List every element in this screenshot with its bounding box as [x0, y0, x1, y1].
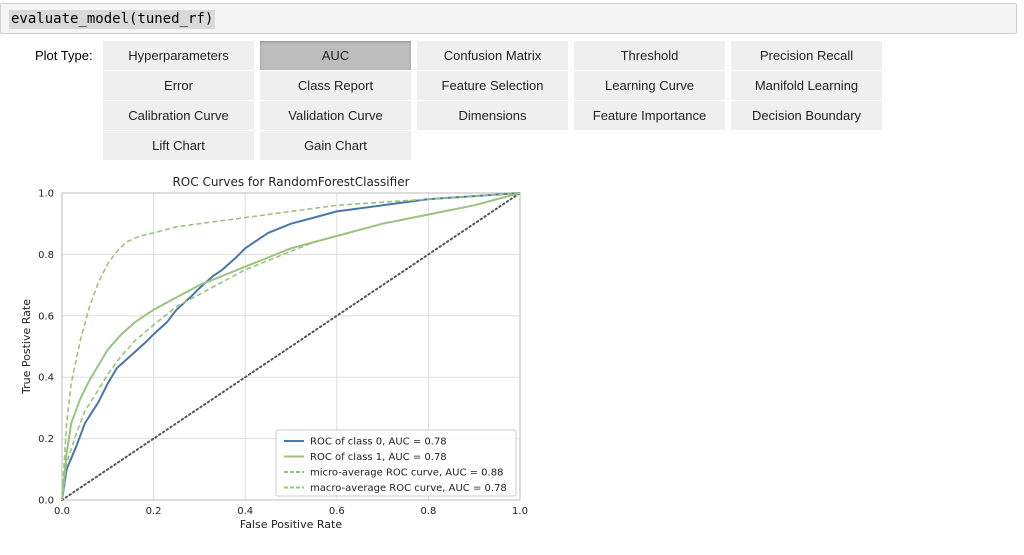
x-tick-label: 0.4 — [237, 506, 253, 517]
code-cell[interactable]: evaluate_model(tuned_rf) — [0, 3, 1017, 34]
plot-type-button-lift-chart[interactable]: Lift Chart — [103, 131, 254, 160]
plot-type-button-class-report[interactable]: Class Report — [260, 71, 411, 100]
plot-type-button-hyperparameters[interactable]: Hyperparameters — [103, 41, 254, 70]
plot-frame — [61, 192, 521, 501]
plot-type-button-decision-boundary[interactable]: Decision Boundary — [731, 101, 882, 130]
legend-item-class-0: ROC of class 0, AUC = 0.78 — [310, 437, 447, 448]
plot-type-button-dimensions[interactable]: Dimensions — [417, 101, 568, 130]
macro-average-roc-line — [61, 192, 521, 501]
legend-item-micro-average: micro-average ROC curve, AUC = 0.88 — [310, 468, 503, 479]
x-tick-label: 0.0 — [54, 506, 70, 517]
plot-type-button-confusion-matrix[interactable]: Confusion Matrix — [417, 41, 568, 70]
plot-type-button-manifold-learning[interactable]: Manifold Learning — [731, 71, 882, 100]
plot-type-button-learning-curve[interactable]: Learning Curve — [574, 71, 725, 100]
legend-box — [275, 429, 517, 497]
plot-type-button-auc[interactable]: AUC — [260, 41, 411, 70]
micro-average-roc-line — [61, 192, 521, 501]
plot-type-button-error[interactable]: Error — [103, 71, 254, 100]
plot-type-button-precision-recall[interactable]: Precision Recall — [731, 41, 882, 70]
plot-type-button-gain-chart[interactable]: Gain Chart — [260, 131, 411, 160]
plot-type-button-feature-selection[interactable]: Feature Selection — [417, 71, 568, 100]
legend-item-class-1: ROC of class 1, AUC = 0.78 — [310, 452, 447, 463]
y-tick-label: 0.8 — [38, 250, 54, 261]
x-tick-label: 1.0 — [512, 506, 528, 517]
y-tick-label: 0.6 — [38, 311, 54, 322]
chance-diagonal-line — [61, 192, 521, 501]
x-tick-label: 0.8 — [420, 506, 436, 517]
plot-type-button-calibration-curve[interactable]: Calibration Curve — [103, 101, 254, 130]
y-tick-label: 0.0 — [38, 496, 54, 507]
legend-item-macro-average: macro-average ROC curve, AUC = 0.78 — [310, 483, 507, 494]
chart-title: ROC Curves for RandomForestClassifier — [172, 175, 409, 189]
code-input[interactable]: evaluate_model(tuned_rf) — [9, 10, 216, 29]
y-tick-label: 1.0 — [38, 189, 54, 200]
y-tick-label: 0.2 — [38, 434, 54, 445]
y-axis-title: True Postive Rate — [20, 299, 33, 395]
plot-type-button-validation-curve[interactable]: Validation Curve — [260, 101, 411, 130]
x-tick-label: 0.6 — [329, 506, 345, 517]
x-tick-label: 0.2 — [146, 506, 162, 517]
y-tick-label: 0.4 — [38, 373, 54, 384]
axis-ticks: 0.0 0.2 0.4 0.6 0.8 1.0 0.0 0.2 0.4 0.6 0.8 1.0 — [38, 189, 528, 518]
plot-type-button-feature-importance[interactable]: Feature Importance — [574, 101, 725, 130]
plot-type-button-threshold[interactable]: Threshold — [574, 41, 725, 70]
roc-series — [61, 192, 521, 501]
roc-curve-plot: 0.0 0.2 0.4 0.6 0.8 1.0 0.0 0.2 0.4 0.6 0.8 1.0 ROC… — [20, 175, 528, 531]
chart-legend: ROC of class 0, AUC = 0.78 ROC of class 1… — [275, 429, 517, 497]
plot-type-label: Plot Type: — [35, 48, 93, 63]
x-axis-title: False Positive Rate — [240, 518, 342, 531]
